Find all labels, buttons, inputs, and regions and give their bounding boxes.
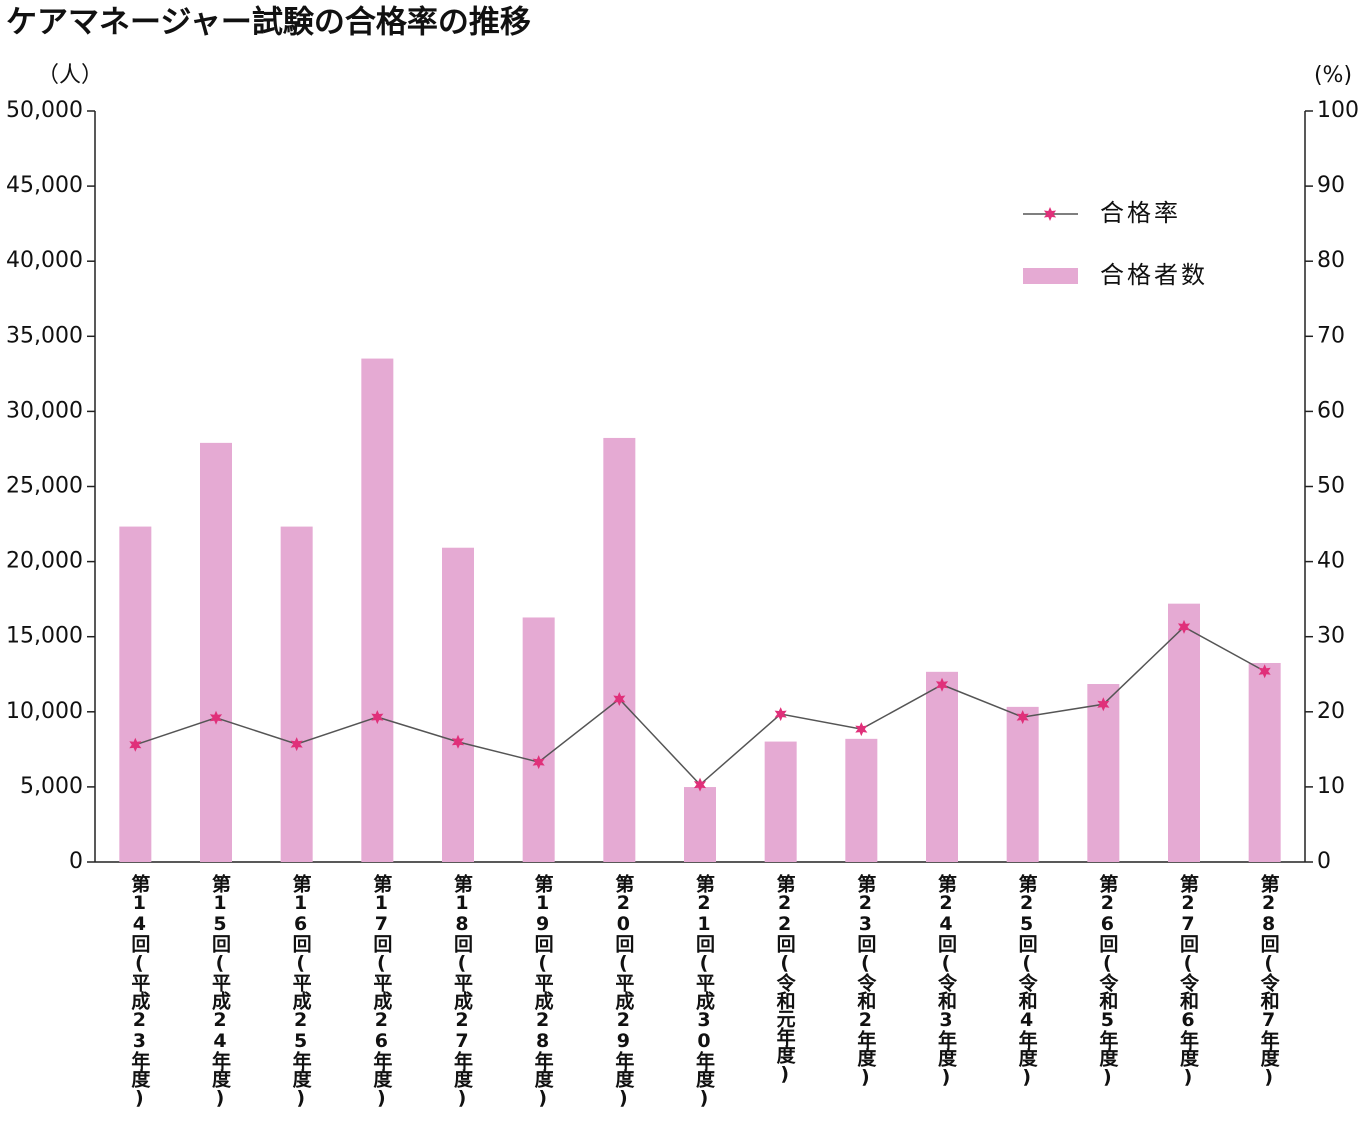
y2-tick-label: 20 <box>1317 699 1345 724</box>
bar <box>684 787 716 862</box>
bar <box>119 526 152 862</box>
x-tick-label: 第15回(平成24年度) <box>209 874 231 1108</box>
marker <box>451 734 465 749</box>
y-tick-label: 45,000 <box>6 173 83 198</box>
x-tick-label: 第16回(平成25年度) <box>289 874 312 1108</box>
y-tick-label: 15,000 <box>6 624 83 649</box>
x-tick-label: 第14回(平成23年度) <box>128 874 151 1108</box>
marker <box>1097 697 1110 712</box>
bar <box>522 617 555 862</box>
bar <box>200 442 232 862</box>
bar <box>603 437 636 862</box>
marker <box>613 692 626 706</box>
y2-tick-label: 90 <box>1317 173 1345 198</box>
y2-tick-label: 80 <box>1317 248 1345 273</box>
x-tick-label: 第27回(令和6年度) <box>1177 874 1199 1087</box>
marker <box>532 755 545 770</box>
bar <box>361 358 394 862</box>
y-tick-label: 5,000 <box>20 774 83 799</box>
x-tick-label: 第25回(令和4年度) <box>1015 874 1038 1087</box>
legend-swatch <box>1023 268 1078 284</box>
bar <box>1087 684 1120 862</box>
x-tick-label: 第28回(令和7年度) <box>1257 874 1280 1087</box>
y2-tick-label: 30 <box>1317 624 1345 649</box>
x-tick-label: 第26回(令和5年度) <box>1096 874 1119 1087</box>
marker <box>935 677 949 692</box>
y2-tick-label: 40 <box>1317 549 1345 574</box>
y2-axis-label: (%) <box>1314 63 1352 88</box>
x-tick-label: 第17回(平成26年度) <box>370 874 393 1108</box>
bar <box>1248 662 1281 862</box>
bar <box>1168 603 1200 862</box>
y-axis-label: （人） <box>37 63 103 88</box>
y2-tick-label: 60 <box>1317 398 1345 423</box>
marker <box>855 722 868 737</box>
y-tick-label: 0 <box>69 849 83 874</box>
marker <box>129 737 142 752</box>
y-tick-label: 40,000 <box>6 248 83 273</box>
bar <box>926 671 958 862</box>
y-tick-label: 35,000 <box>6 323 83 348</box>
marker <box>290 737 303 752</box>
y-tick-label: 10,000 <box>6 699 83 724</box>
marker <box>1016 710 1029 725</box>
x-tick-label: 第21回(平成30年度) <box>693 874 715 1108</box>
y2-tick-label: 0 <box>1317 849 1331 874</box>
marker <box>371 710 384 725</box>
bar <box>845 738 878 862</box>
y2-tick-label: 10 <box>1317 774 1345 799</box>
marker <box>209 710 223 725</box>
x-tick-label: 第18回(平成27年度) <box>451 874 473 1108</box>
bar <box>442 547 474 862</box>
x-tick-label: 第20回(平成29年度) <box>612 874 635 1108</box>
x-tick-label: 第22回(令和元年度) <box>773 874 796 1084</box>
legend-label: 合格者数 <box>1100 261 1208 289</box>
legend-marker <box>1043 207 1057 221</box>
marker <box>693 777 707 792</box>
marker <box>774 707 787 722</box>
marker <box>1177 619 1191 634</box>
y-tick-label: 30,000 <box>6 398 83 423</box>
y-tick-label: 50,000 <box>6 98 83 123</box>
y-tick-label: 20,000 <box>6 549 83 574</box>
bar <box>280 526 313 862</box>
marker <box>1258 664 1271 679</box>
x-tick-label: 第19回(平成28年度) <box>531 874 554 1108</box>
x-tick-label: 第23回(令和2年度) <box>854 874 877 1087</box>
chart-title: ケアマネージャー試験の合格率の推移 <box>6 5 531 41</box>
bar <box>764 741 797 862</box>
legend-label: 合格率 <box>1100 199 1181 227</box>
y-tick-label: 25,000 <box>6 474 83 499</box>
y2-tick-label: 70 <box>1317 323 1345 348</box>
bar <box>1006 706 1039 862</box>
x-tick-label: 第24回(令和3年度) <box>935 874 957 1087</box>
y2-tick-label: 50 <box>1317 474 1345 499</box>
y2-tick-label: 100 <box>1317 98 1359 123</box>
